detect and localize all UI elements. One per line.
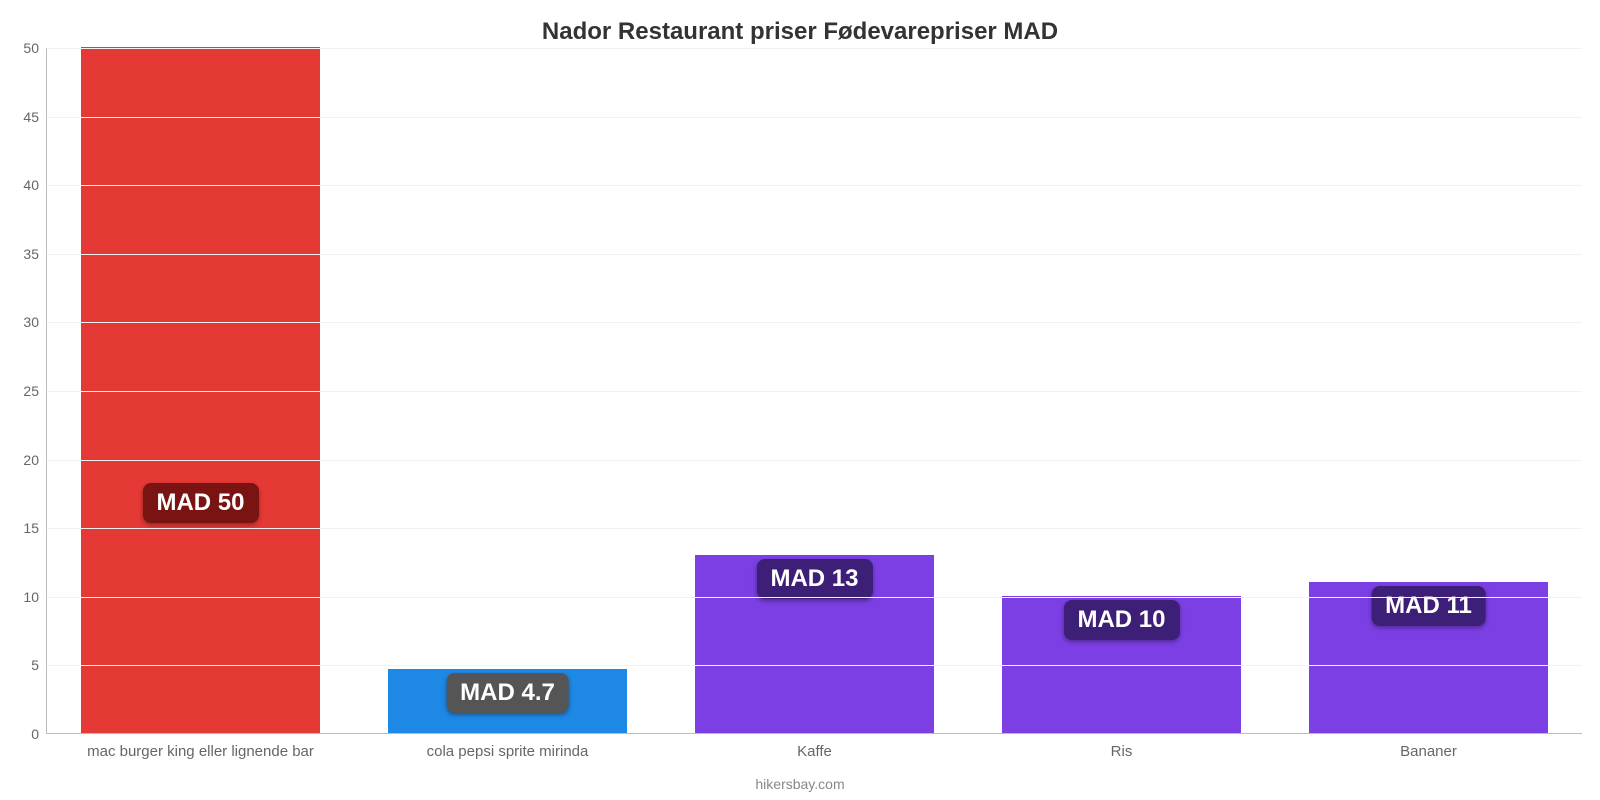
ytick-label: 0 bbox=[31, 726, 39, 742]
value-badge: MAD 11 bbox=[1371, 586, 1486, 626]
ytick-label: 50 bbox=[23, 40, 39, 56]
ytick-label: 35 bbox=[23, 246, 39, 262]
ytick-label: 15 bbox=[23, 520, 39, 536]
ytick-label: 5 bbox=[31, 657, 39, 673]
gridline bbox=[47, 254, 1582, 255]
gridline bbox=[47, 665, 1582, 666]
gridline bbox=[47, 460, 1582, 461]
ytick-label: 30 bbox=[23, 314, 39, 330]
gridline bbox=[47, 185, 1582, 186]
ytick-label: 10 bbox=[23, 589, 39, 605]
ytick-label: 45 bbox=[23, 109, 39, 125]
gridline bbox=[47, 117, 1582, 118]
plot-area: MAD 50mac burger king eller lignende bar… bbox=[46, 48, 1582, 734]
xtick-label: mac burger king eller lignende bar bbox=[87, 743, 314, 760]
xtick-label: Kaffe bbox=[797, 743, 832, 760]
gridline bbox=[47, 48, 1582, 49]
xtick-label: Ris bbox=[1111, 743, 1133, 760]
value-badge: MAD 4.7 bbox=[446, 673, 569, 713]
source-label: hikersbay.com bbox=[755, 776, 844, 792]
value-badge: MAD 50 bbox=[142, 483, 258, 523]
gridline bbox=[47, 391, 1582, 392]
ytick-label: 25 bbox=[23, 383, 39, 399]
ytick-label: 20 bbox=[23, 452, 39, 468]
value-badge: MAD 10 bbox=[1063, 600, 1179, 640]
gridline bbox=[47, 528, 1582, 529]
value-badge: MAD 13 bbox=[756, 559, 872, 599]
bar bbox=[81, 47, 320, 733]
chart-title: Nador Restaurant priser Fødevarepriser M… bbox=[0, 18, 1600, 46]
gridline bbox=[47, 322, 1582, 323]
xtick-label: cola pepsi sprite mirinda bbox=[427, 743, 589, 760]
xtick-label: Bananer bbox=[1400, 743, 1457, 760]
chart-container: Nador Restaurant priser Fødevarepriser M… bbox=[0, 0, 1600, 800]
gridline bbox=[47, 597, 1582, 598]
ytick-label: 40 bbox=[23, 177, 39, 193]
